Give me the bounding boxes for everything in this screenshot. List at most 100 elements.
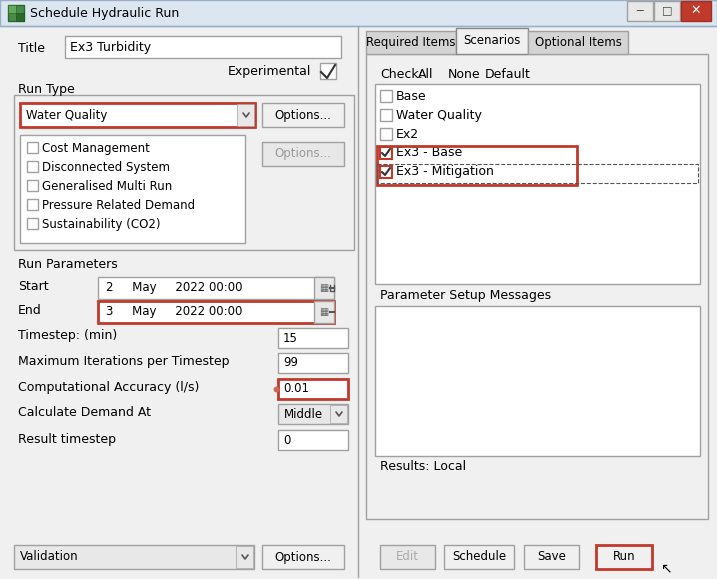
Text: Parameter Setup Messages: Parameter Setup Messages (380, 290, 551, 302)
Bar (380, 90, 392, 102)
Text: Options...: Options... (275, 108, 331, 122)
Text: 0: 0 (283, 434, 290, 446)
Text: 15: 15 (283, 332, 298, 345)
Text: Computational Accuracy (l/s): Computational Accuracy (l/s) (18, 380, 199, 394)
Bar (27, 199, 38, 210)
Text: Default: Default (485, 68, 531, 80)
Text: Sustainability (CO2): Sustainability (CO2) (42, 218, 161, 231)
Text: Check:: Check: (380, 68, 423, 80)
Text: Experimental: Experimental (228, 65, 311, 79)
Bar (380, 147, 392, 159)
Text: ─: ─ (637, 5, 643, 15)
Text: Ex3 - Base: Ex3 - Base (396, 146, 462, 159)
Text: Run: Run (613, 551, 635, 563)
Bar (627, 1, 653, 21)
Text: Options...: Options... (275, 148, 331, 160)
Text: Required Items: Required Items (366, 36, 456, 49)
Bar (314, 301, 334, 323)
Text: ▦: ▦ (319, 283, 328, 293)
Bar (380, 128, 392, 140)
Bar (16, 13, 24, 21)
Text: Ex2: Ex2 (396, 127, 419, 141)
Bar (314, 277, 334, 299)
Text: ↖: ↖ (660, 561, 672, 575)
Bar (375, 84, 700, 284)
Text: ✕: ✕ (690, 3, 701, 16)
Text: End: End (18, 305, 42, 317)
Bar (278, 328, 348, 348)
Text: 0.01: 0.01 (283, 383, 309, 395)
Text: Maximum Iterations per Timestep: Maximum Iterations per Timestep (18, 354, 229, 368)
Text: Pressure Related Demand: Pressure Related Demand (42, 199, 195, 212)
Bar (65, 36, 341, 58)
Bar (377, 164, 698, 183)
Text: 2     May     2022 00:00: 2 May 2022 00:00 (106, 281, 242, 295)
Text: Save: Save (537, 551, 566, 563)
Bar (14, 95, 354, 250)
Bar (380, 166, 392, 178)
Text: Results: Local: Results: Local (380, 460, 466, 472)
Bar (320, 63, 336, 79)
Bar (375, 306, 700, 456)
Text: Edit: Edit (396, 551, 419, 563)
Bar (236, 546, 253, 568)
Bar (27, 142, 38, 153)
Bar (444, 545, 514, 569)
Text: Base: Base (396, 90, 427, 102)
Text: Water Quality: Water Quality (396, 108, 482, 122)
Text: Run Type: Run Type (18, 82, 75, 96)
Bar (27, 218, 38, 229)
Text: 99: 99 (283, 357, 298, 369)
Text: Generalised Multi Run: Generalised Multi Run (42, 180, 172, 193)
Bar (278, 353, 348, 373)
Text: Middle: Middle (284, 408, 323, 420)
Bar (654, 1, 680, 21)
Bar (596, 545, 652, 569)
Bar (262, 103, 344, 127)
Text: Title: Title (18, 42, 45, 54)
Bar (262, 142, 344, 166)
Bar (366, 54, 708, 519)
Text: 3     May     2022 00:00: 3 May 2022 00:00 (106, 306, 242, 318)
Bar (456, 28, 528, 54)
Bar (681, 1, 711, 21)
Text: Schedule Hydraulic Run: Schedule Hydraulic Run (30, 6, 179, 20)
Text: All: All (418, 68, 434, 80)
Bar (0, 0, 717, 26)
Bar (278, 430, 348, 450)
Text: Cost Management: Cost Management (42, 142, 150, 155)
Bar (27, 161, 38, 172)
Text: Start: Start (18, 280, 49, 294)
Bar (524, 545, 579, 569)
Bar (278, 404, 348, 424)
Bar (98, 301, 334, 323)
Bar (380, 545, 435, 569)
Bar (8, 5, 24, 21)
Text: Result timestep: Result timestep (18, 433, 116, 445)
Bar (20, 103, 255, 127)
Bar (262, 545, 344, 569)
Bar (330, 405, 347, 423)
Text: Schedule: Schedule (452, 551, 506, 563)
Text: Validation: Validation (20, 551, 79, 563)
Text: □: □ (662, 5, 673, 15)
Text: Options...: Options... (275, 551, 331, 563)
Bar (528, 31, 628, 54)
Bar (14, 545, 254, 569)
Text: Optional Items: Optional Items (535, 36, 622, 49)
Bar (380, 109, 392, 121)
Bar (237, 104, 254, 126)
Text: Timestep: (min): Timestep: (min) (18, 329, 118, 343)
Bar (98, 277, 334, 299)
Bar (8, 5, 16, 13)
Bar (20, 135, 245, 243)
Bar (366, 31, 456, 54)
Bar (377, 146, 577, 185)
Text: Water Quality: Water Quality (26, 108, 108, 122)
Text: ▦: ▦ (319, 307, 328, 317)
Text: Ex3 Turbidity: Ex3 Turbidity (70, 41, 151, 53)
Text: Calculate Demand At: Calculate Demand At (18, 406, 151, 420)
Text: None: None (448, 68, 480, 80)
Text: Ex3 - Mitigation: Ex3 - Mitigation (396, 166, 494, 178)
Bar (27, 180, 38, 191)
